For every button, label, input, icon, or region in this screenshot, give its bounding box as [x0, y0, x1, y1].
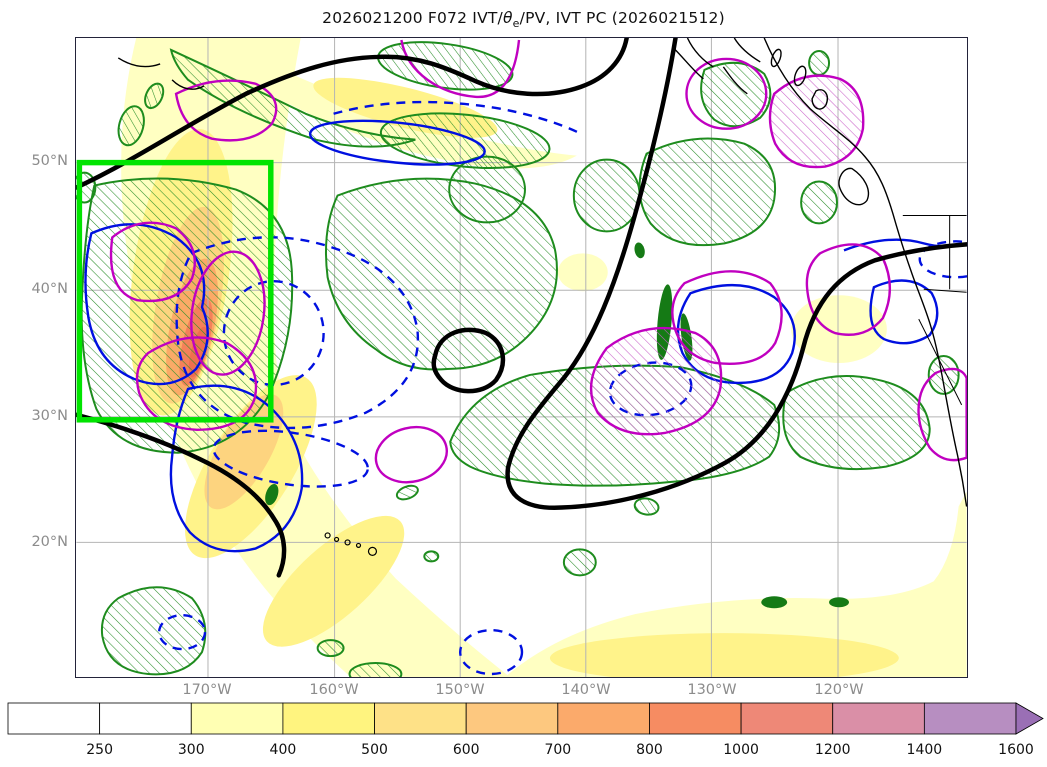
colorbar-segment — [190, 702, 284, 735]
highlight-box-outline — [76, 159, 274, 423]
colorbar-segment — [649, 702, 742, 735]
x-tick-label-120w: 120°W — [814, 682, 864, 698]
y-tick-label-40n: 40°N — [31, 281, 68, 297]
y-tick-label-30n: 30°N — [31, 408, 68, 424]
x-tick-label-140w: 140°W — [561, 682, 611, 698]
x-tick-label-160w: 160°W — [309, 682, 359, 698]
colorbar-tick-label: 1000 — [723, 742, 759, 758]
colorbar-segment — [282, 702, 375, 735]
title-suffix: /PV, IVT PC (2026021512) — [519, 9, 725, 27]
hawaii-islands — [324, 532, 378, 556]
colorbar-arrow — [1015, 702, 1044, 735]
colorbar-tick-label: 250 — [86, 742, 113, 758]
colorbar-segment — [7, 702, 101, 735]
title-theta-symbol: θ — [502, 9, 513, 27]
colorbar-tick-label: 1600 — [998, 742, 1034, 758]
black-pv-contours — [76, 38, 967, 578]
colorbar-tick-label: 800 — [636, 742, 663, 758]
colorbar-tick-label: 600 — [453, 742, 480, 758]
y-tick-label-50n: 50°N — [31, 153, 68, 169]
x-tick-label-130w: 130°W — [687, 682, 737, 698]
map-plot-canvas — [76, 38, 967, 677]
title-prefix: 2026021200 F072 IVT/ — [322, 9, 503, 27]
colorbar-tick-label: 1200 — [815, 742, 851, 758]
x-tick-label-170w: 170°W — [182, 682, 232, 698]
colorbar-tick-label: 300 — [178, 742, 205, 758]
x-tick-label-150w: 150°W — [435, 682, 485, 698]
colorbar-segment — [557, 702, 650, 735]
colorbar-tick-label: 500 — [361, 742, 388, 758]
colorbar-segment — [99, 702, 192, 735]
colorbar-segment — [740, 702, 834, 735]
chart-title: 2026021200 F072 IVT/θe/PV, IVT PC (20260… — [0, 9, 1047, 30]
coastlines — [117, 38, 967, 507]
colorbar-tick-label: 1400 — [907, 742, 943, 758]
colorbar-segment — [465, 702, 559, 735]
colorbar-tick-label: 700 — [544, 742, 571, 758]
map-plot — [75, 37, 968, 678]
colorbar-segment — [374, 702, 467, 735]
colorbar-tick-label: 400 — [270, 742, 297, 758]
colorbar: 250 300 400 500 600 700 800 1000 1200 1400 1600 — [7, 702, 1044, 758]
colorbar-segment — [923, 702, 1017, 735]
y-tick-label-20n: 20°N — [31, 534, 68, 550]
colorbar-segment — [832, 702, 925, 735]
title-theta-subscript: e — [512, 17, 520, 31]
